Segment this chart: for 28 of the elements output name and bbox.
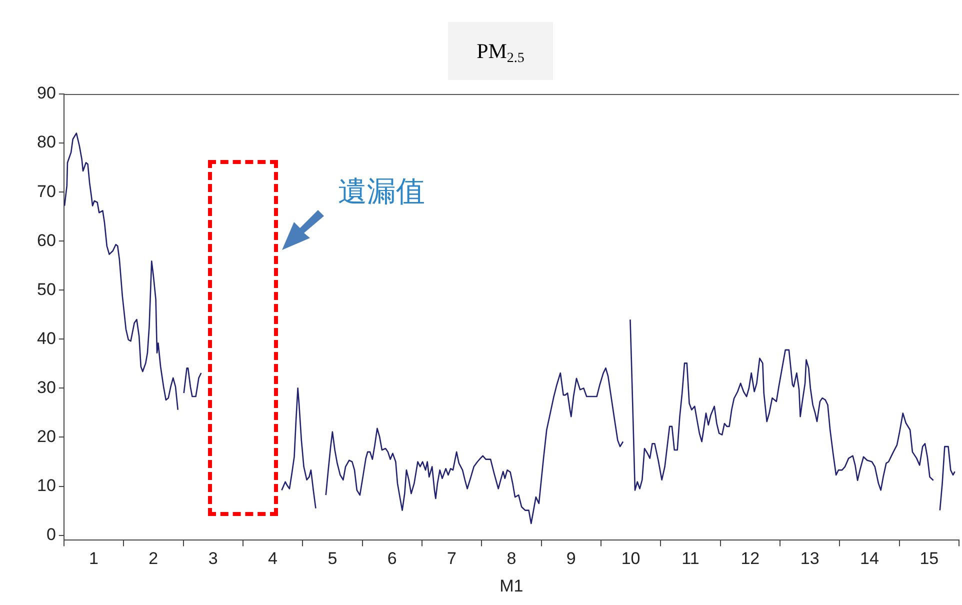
y-tick-label: 80: [36, 132, 56, 152]
x-tick-label: 11: [682, 549, 700, 568]
x-tick-label: 7: [447, 549, 457, 568]
x-tick-label: 10: [621, 549, 640, 568]
y-tick-label: 40: [36, 328, 56, 348]
x-tick-label: 3: [208, 549, 218, 568]
y-tick-label: 0: [46, 524, 56, 544]
x-axis-title: M1: [500, 576, 524, 596]
x-tick-label: 13: [800, 549, 820, 568]
x-tick-label: 15: [920, 549, 939, 568]
y-tick-label: 30: [36, 378, 56, 397]
annotation: 遺漏值: [338, 173, 425, 210]
x-tick-label: 4: [268, 549, 278, 568]
x-tick-label: 2: [148, 549, 158, 568]
y-tick-label: 50: [36, 280, 56, 299]
x-tick-label: 1: [89, 549, 98, 568]
y-tick-label: 90: [36, 84, 56, 103]
y-tick-label: 70: [36, 182, 56, 201]
x-tick-label: 6: [387, 549, 397, 568]
y-tick-label: 20: [36, 426, 56, 446]
x-tick-label: 14: [860, 549, 879, 568]
y-tick-label: 10: [36, 476, 56, 495]
chart-title: PM$_{2.5}$: [448, 22, 553, 80]
x-tick-label: 9: [566, 549, 576, 568]
y-tick-label: 60: [36, 230, 56, 250]
x-tick-label: 12: [740, 549, 760, 568]
x-tick-label: 8: [506, 549, 516, 568]
x-tick-label: 5: [328, 549, 338, 568]
